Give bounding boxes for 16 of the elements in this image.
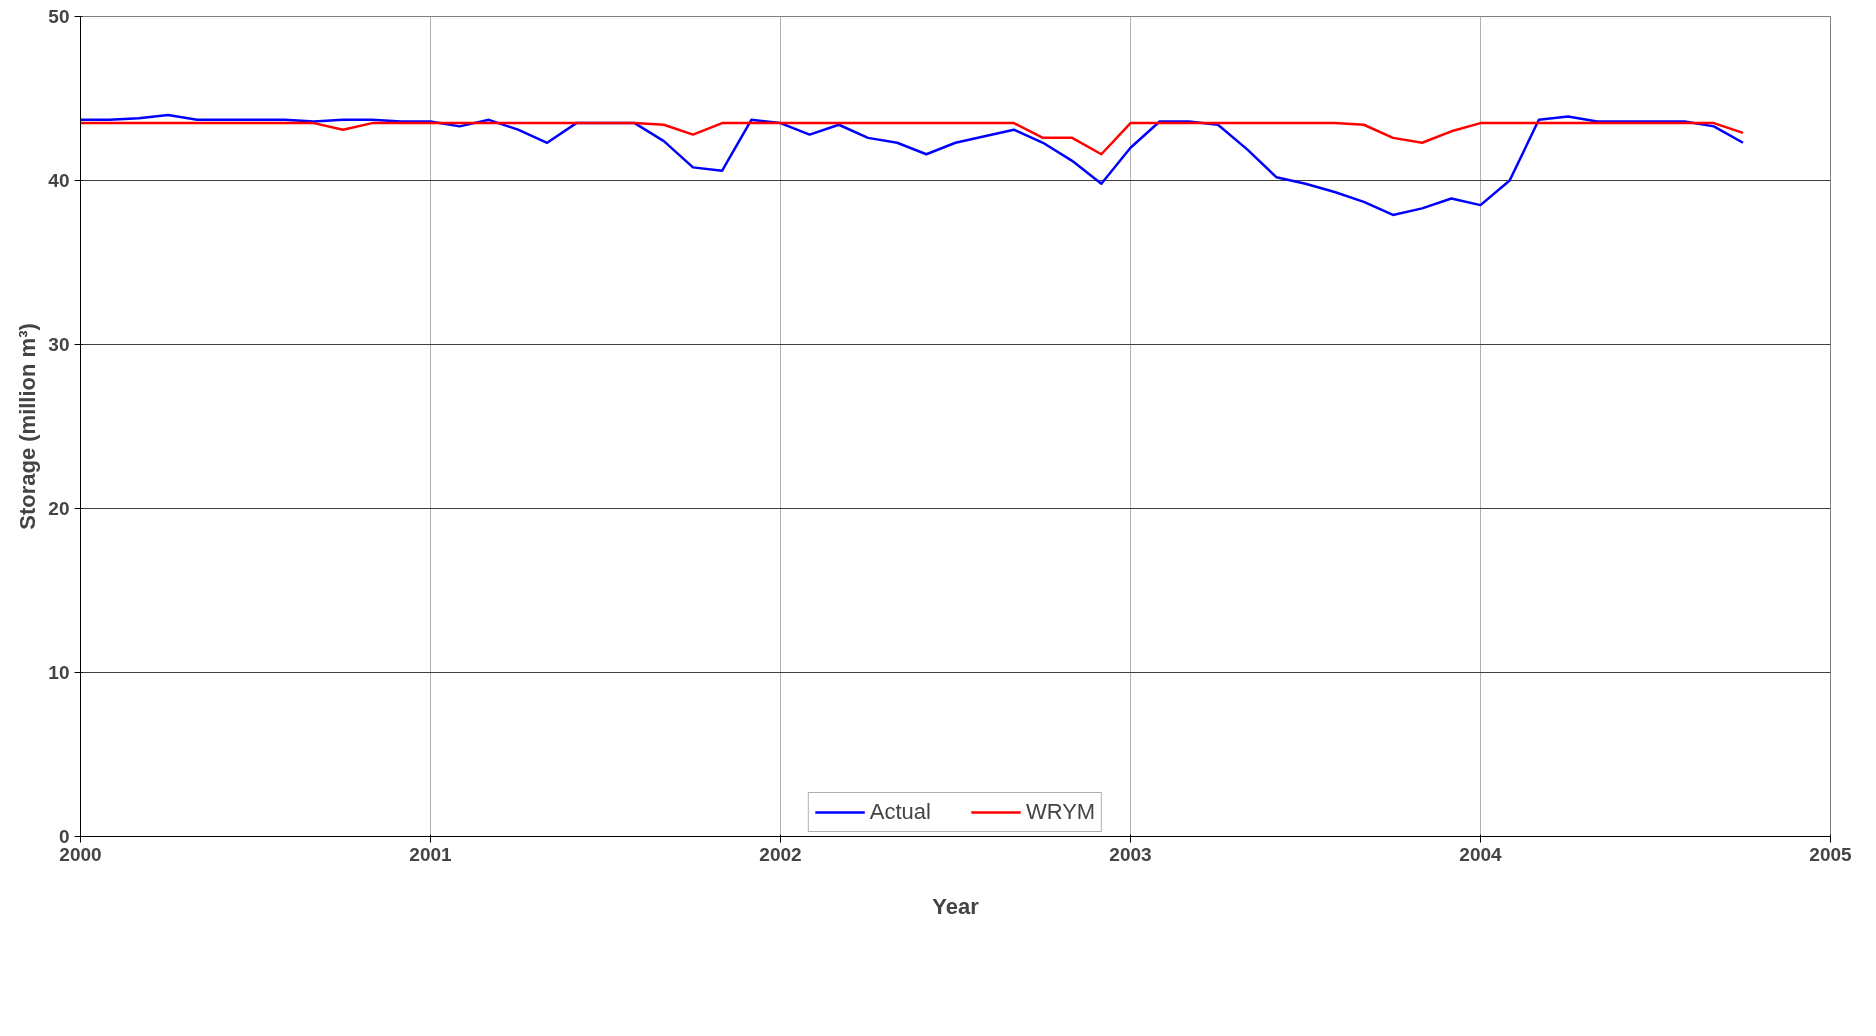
y-tick-label: 10	[48, 662, 70, 683]
x-tick-label: 2004	[1459, 843, 1503, 865]
y-axis-title: Storage (million m³)	[15, 323, 41, 530]
x-tick-label: 2005	[1809, 843, 1853, 865]
y-tick-label: 40	[48, 170, 70, 191]
x-tick-label: 2002	[759, 843, 802, 865]
x-tick-label: 2003	[1109, 843, 1152, 865]
x-axis-title: Year	[932, 893, 980, 919]
legend-label: Actual	[869, 799, 931, 825]
line-series	[80, 113, 1745, 217]
y-tick-label: 20	[48, 498, 70, 519]
line-series	[80, 121, 1745, 156]
legend-label: WRYM	[1025, 799, 1096, 825]
y-tick-label: 30	[48, 334, 70, 355]
y-tick-label: 50	[48, 6, 70, 27]
x-tick-label: 2001	[409, 843, 453, 865]
